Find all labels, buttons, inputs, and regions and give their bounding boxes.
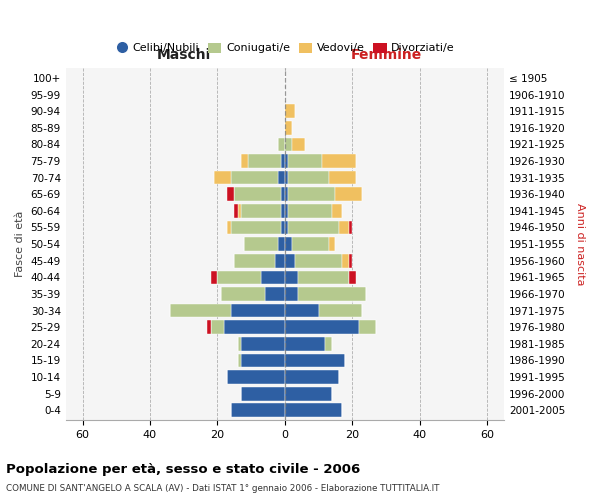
Bar: [214, 171, 231, 184]
Legend: Celibi/Nubili, Coniugati/e, Vedovi/e, Divorziati/e: Celibi/Nubili, Coniugati/e, Vedovi/e, Di…: [110, 38, 459, 58]
Bar: [241, 204, 281, 218]
Bar: [224, 320, 285, 334]
Bar: [211, 320, 224, 334]
Bar: [292, 138, 305, 151]
Bar: [227, 370, 285, 384]
Bar: [288, 204, 332, 218]
Bar: [285, 171, 288, 184]
Bar: [227, 220, 231, 234]
Bar: [278, 171, 285, 184]
Bar: [265, 287, 285, 301]
Bar: [285, 188, 288, 201]
Bar: [285, 270, 298, 284]
Bar: [241, 387, 285, 400]
Bar: [234, 188, 281, 201]
Bar: [211, 270, 217, 284]
Bar: [329, 238, 335, 251]
Bar: [285, 404, 342, 417]
Bar: [322, 154, 356, 168]
Bar: [285, 304, 319, 318]
Bar: [359, 320, 376, 334]
Bar: [275, 254, 285, 268]
Bar: [217, 270, 261, 284]
Bar: [342, 254, 349, 268]
Bar: [285, 220, 288, 234]
Bar: [207, 320, 211, 334]
Bar: [241, 354, 285, 368]
Bar: [234, 204, 238, 218]
Bar: [288, 220, 339, 234]
Bar: [221, 287, 265, 301]
Bar: [285, 337, 325, 350]
Bar: [170, 304, 231, 318]
Bar: [281, 154, 285, 168]
Text: Femmine: Femmine: [350, 48, 422, 62]
Bar: [285, 138, 292, 151]
Y-axis label: Anni di nascita: Anni di nascita: [575, 203, 585, 285]
Bar: [261, 270, 285, 284]
Bar: [292, 238, 329, 251]
Text: COMUNE DI SANT'ANGELO A SCALA (AV) - Dati ISTAT 1° gennaio 2006 - Elaborazione T: COMUNE DI SANT'ANGELO A SCALA (AV) - Dat…: [6, 484, 439, 493]
Bar: [281, 220, 285, 234]
Bar: [281, 204, 285, 218]
Bar: [349, 220, 352, 234]
Bar: [285, 104, 295, 118]
Bar: [298, 270, 349, 284]
Bar: [278, 138, 285, 151]
Bar: [329, 171, 356, 184]
Bar: [285, 254, 295, 268]
Bar: [281, 188, 285, 201]
Bar: [227, 188, 234, 201]
Bar: [285, 154, 288, 168]
Bar: [298, 287, 366, 301]
Bar: [278, 238, 285, 251]
Bar: [339, 220, 349, 234]
Text: Popolazione per età, sesso e stato civile - 2006: Popolazione per età, sesso e stato civil…: [6, 462, 360, 475]
Bar: [238, 354, 241, 368]
Bar: [241, 154, 248, 168]
Bar: [285, 204, 288, 218]
Text: Maschi: Maschi: [157, 48, 211, 62]
Bar: [244, 238, 278, 251]
Bar: [285, 287, 298, 301]
Bar: [248, 154, 281, 168]
Bar: [241, 337, 285, 350]
Bar: [231, 404, 285, 417]
Bar: [295, 254, 342, 268]
Bar: [238, 337, 241, 350]
Y-axis label: Fasce di età: Fasce di età: [15, 211, 25, 278]
Bar: [332, 204, 342, 218]
Bar: [285, 320, 359, 334]
Bar: [231, 304, 285, 318]
Bar: [285, 370, 339, 384]
Bar: [238, 204, 241, 218]
Bar: [231, 220, 281, 234]
Bar: [285, 387, 332, 400]
Bar: [285, 354, 346, 368]
Bar: [349, 270, 356, 284]
Bar: [285, 121, 292, 134]
Bar: [335, 188, 362, 201]
Bar: [234, 254, 275, 268]
Bar: [319, 304, 362, 318]
Bar: [325, 337, 332, 350]
Bar: [285, 238, 292, 251]
Bar: [288, 188, 335, 201]
Bar: [288, 171, 329, 184]
Bar: [231, 171, 278, 184]
Bar: [349, 254, 352, 268]
Bar: [288, 154, 322, 168]
